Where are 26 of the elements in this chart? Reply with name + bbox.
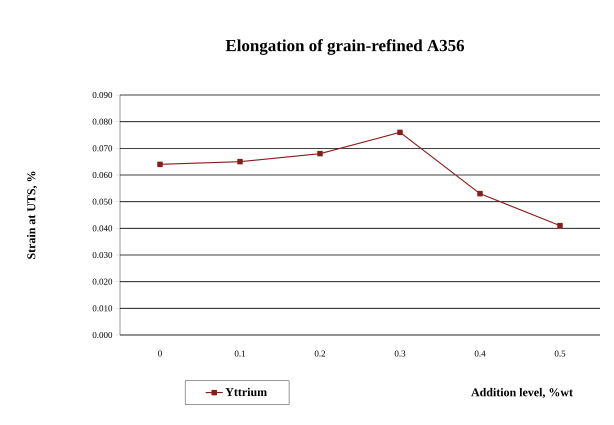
y-tick-label: 0.050 — [92, 198, 112, 205]
y-tick-label: 0.040 — [92, 225, 112, 232]
x-tick-label: 0 — [158, 350, 162, 357]
point — [237, 158, 243, 164]
chart-title: Elongation of grain-refined A356 — [226, 39, 464, 55]
y-tick-label: 0.060 — [92, 172, 112, 178]
x-tick-label: 0.3 — [394, 350, 406, 357]
y-tick-label: 0.070 — [92, 145, 112, 152]
y-tick-label: 0.000 — [92, 332, 112, 338]
x-tick-label: 0.1 — [234, 350, 246, 357]
legend-label: Yttrium — [225, 388, 267, 396]
y-tick-label: 0.030 — [92, 252, 112, 258]
y-tick-label: 0.090 — [92, 92, 112, 98]
x-tick-label: 0.4 — [474, 350, 486, 357]
y-axis-title: Strain at UTS, % — [26, 172, 38, 259]
point — [157, 162, 163, 168]
point — [397, 130, 403, 136]
point — [317, 150, 323, 156]
y-tick-label: 0.010 — [92, 305, 112, 312]
point — [477, 190, 483, 196]
x-tick-label: 0.2 — [314, 350, 326, 357]
y-tick-label: 0.020 — [92, 278, 112, 285]
x-axis-title: Addition level, %wt — [471, 388, 573, 398]
point — [557, 222, 563, 228]
y-tick-label: 0.080 — [92, 118, 112, 125]
x-tick-label: 0.5 — [554, 350, 566, 357]
